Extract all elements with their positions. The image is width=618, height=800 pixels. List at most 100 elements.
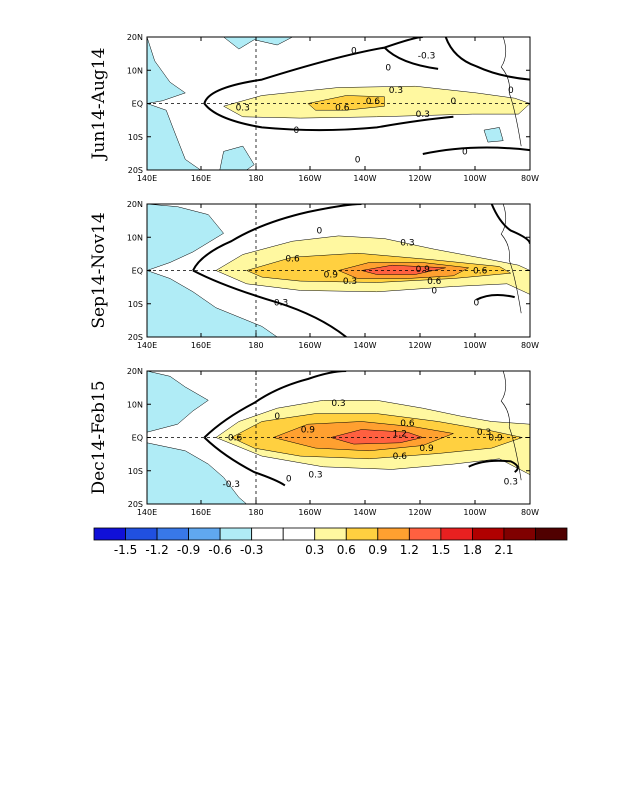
contour-label: 0.9 [488, 434, 503, 444]
map-panel-1: 0 0 0 0 0 0 0.3 0.6 0.6 0.3 0.3 -0.3 0 140E 160E 180 160… [89, 33, 539, 183]
x-tick-label: 180 [248, 174, 263, 183]
contour-label: 0.6 [285, 255, 300, 265]
y-tick-label: 20S [128, 333, 143, 342]
contour-label: 0 [286, 475, 292, 485]
zero-contour [490, 204, 530, 245]
colorbar-swatch [408, 527, 442, 541]
y-tick-label: 10S [128, 300, 143, 309]
colorbar-swatch [440, 527, 473, 541]
y-tick-label: 20N [127, 367, 143, 376]
colorbar-label: -1.5 [114, 543, 137, 557]
colorbar-label: -0.3 [240, 543, 263, 557]
positive-anomaly-region [307, 95, 385, 111]
contour-label: 0.9 [301, 426, 316, 436]
x-tick-label: 160E [191, 341, 211, 350]
contour-label: 0.6 [427, 277, 442, 287]
panel-title: Jun14-Aug14 [89, 48, 109, 162]
zero-contour [468, 459, 519, 473]
colorbar-swatch [188, 527, 221, 541]
x-tick-label: 180 [248, 508, 263, 517]
contour-label: 0.3 [416, 110, 430, 120]
colorbar-swatch [503, 527, 536, 541]
contour-label: 0.3 [400, 239, 414, 249]
negative-anomaly-region [147, 37, 186, 104]
colorbar-label: 1.5 [431, 543, 450, 557]
y-tick-label: 20N [127, 33, 143, 42]
contour-label: 0.6 [400, 419, 415, 429]
negative-anomaly-region [147, 371, 209, 433]
contour-label: 0 [431, 286, 437, 296]
contour-label: -0.3 [222, 480, 240, 490]
colorbar-label: 0.9 [368, 543, 387, 557]
contour-label: 0.9 [416, 265, 431, 275]
negative-anomaly-region [147, 270, 278, 337]
zero-contour [203, 436, 286, 487]
x-tick-label: 80W [521, 174, 539, 183]
contour-label: 0 [316, 227, 322, 237]
contour-label: 0.3 [389, 86, 403, 96]
zero-contour [203, 37, 423, 104]
colorbar: -1.5 -1.2 -0.9 -0.6 -0.3 0.3 0.6 0.9 1.2 1.5 1.8 2.… [93, 527, 568, 557]
x-tick-label: 140E [137, 174, 157, 183]
contour-label: 0 [385, 64, 391, 74]
x-tick-label: 80W [521, 508, 539, 517]
contour-label: 0.3 [236, 103, 250, 113]
colorbar-label: 0.3 [305, 543, 324, 557]
zero-contour [383, 46, 439, 70]
x-tick-label: 100W [463, 508, 486, 517]
x-tick-label: 120W [408, 508, 431, 517]
colorbar-label: -0.9 [177, 543, 200, 557]
contour-label: 0.3 [308, 471, 322, 481]
x-tick-label: 140E [137, 341, 157, 350]
contour-label: 0.9 [419, 444, 434, 454]
contour-label: 0.6 [366, 97, 381, 107]
y-tick-label: EQ [132, 267, 143, 276]
coastline [500, 204, 522, 314]
negative-anomaly-region [219, 145, 255, 170]
x-tick-label: 140W [353, 508, 376, 517]
contour-label: 0.9 [324, 270, 339, 280]
colorbar-swatch [377, 527, 410, 541]
contour-label: 0 [451, 97, 457, 107]
contour-label: 0.3 [343, 277, 357, 287]
y-tick-label: 10N [127, 400, 143, 409]
positive-anomaly-region [329, 429, 424, 445]
negative-anomaly-region [483, 127, 504, 143]
map-panel-3: 0.30.60.9 1.20.90.60.60.30.30-0.300.90.31… [89, 367, 539, 517]
colorbar-label: 1.2 [400, 543, 419, 557]
x-tick-label: 100W [463, 174, 486, 183]
y-tick-label: 20S [128, 166, 143, 175]
x-tick-label: 120W [408, 341, 431, 350]
x-tick-label: 160W [298, 174, 321, 183]
zero-contour [422, 146, 530, 155]
colorbar-label: -1.2 [145, 543, 168, 557]
x-tick-label: 140E [137, 508, 157, 517]
y-tick-label: 10S [128, 467, 143, 476]
contour-label: 1.2 [393, 430, 407, 440]
contour-label: -0.3 [418, 52, 436, 62]
panel-title: Sep14-Nov14 [89, 212, 109, 328]
x-tick-label: 160W [298, 508, 321, 517]
colorbar-swatch [471, 527, 505, 541]
coastline [500, 37, 522, 147]
colorbar-swatch [535, 527, 568, 541]
colorbar-swatch [219, 527, 253, 541]
negative-anomaly-region [147, 103, 202, 170]
y-tick-label: EQ [132, 434, 143, 443]
contour-label: 0.6 [473, 267, 488, 277]
y-tick-label: EQ [132, 100, 143, 109]
zero-contour [192, 204, 362, 271]
contour-label: 0 [508, 86, 514, 96]
zero-contour [475, 293, 515, 301]
colorbar-swatch [282, 527, 316, 541]
zero-contour [203, 102, 454, 132]
x-tick-label: 160E [191, 174, 211, 183]
x-tick-label: 160W [298, 341, 321, 350]
x-tick-label: 140W [353, 174, 376, 183]
contour-label: 0 [351, 46, 357, 56]
negative-anomaly-region [147, 204, 224, 271]
panel-title: Dec14-Feb15 [89, 380, 109, 494]
contour-label: 0.6 [228, 434, 243, 444]
negative-anomaly-region [147, 442, 247, 504]
